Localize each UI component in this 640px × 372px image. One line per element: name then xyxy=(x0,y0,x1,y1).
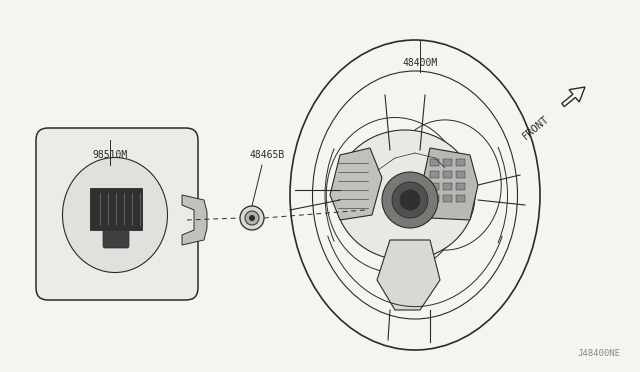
FancyBboxPatch shape xyxy=(456,183,465,190)
FancyBboxPatch shape xyxy=(456,171,465,178)
Circle shape xyxy=(382,172,438,228)
FancyBboxPatch shape xyxy=(430,171,439,178)
FancyBboxPatch shape xyxy=(456,159,465,166)
FancyBboxPatch shape xyxy=(443,195,452,202)
Polygon shape xyxy=(330,148,382,220)
Circle shape xyxy=(392,182,428,218)
FancyBboxPatch shape xyxy=(430,159,439,166)
FancyBboxPatch shape xyxy=(443,171,452,178)
Text: 48465B: 48465B xyxy=(250,150,285,160)
FancyBboxPatch shape xyxy=(430,183,439,190)
FancyBboxPatch shape xyxy=(36,128,198,300)
Text: FRONT: FRONT xyxy=(521,114,551,142)
Circle shape xyxy=(249,215,255,221)
FancyBboxPatch shape xyxy=(430,195,439,202)
Text: J48400NE: J48400NE xyxy=(577,349,620,358)
FancyBboxPatch shape xyxy=(443,159,452,166)
FancyBboxPatch shape xyxy=(90,188,142,230)
Ellipse shape xyxy=(335,130,475,260)
Ellipse shape xyxy=(63,157,168,273)
Polygon shape xyxy=(422,148,478,220)
Circle shape xyxy=(245,211,259,225)
Polygon shape xyxy=(377,240,440,310)
FancyBboxPatch shape xyxy=(103,230,129,248)
Polygon shape xyxy=(182,195,207,245)
FancyBboxPatch shape xyxy=(443,183,452,190)
FancyBboxPatch shape xyxy=(456,195,465,202)
Circle shape xyxy=(400,190,420,210)
Text: 48400M: 48400M xyxy=(403,58,438,68)
Text: 98510M: 98510M xyxy=(92,150,127,160)
Circle shape xyxy=(240,206,264,230)
